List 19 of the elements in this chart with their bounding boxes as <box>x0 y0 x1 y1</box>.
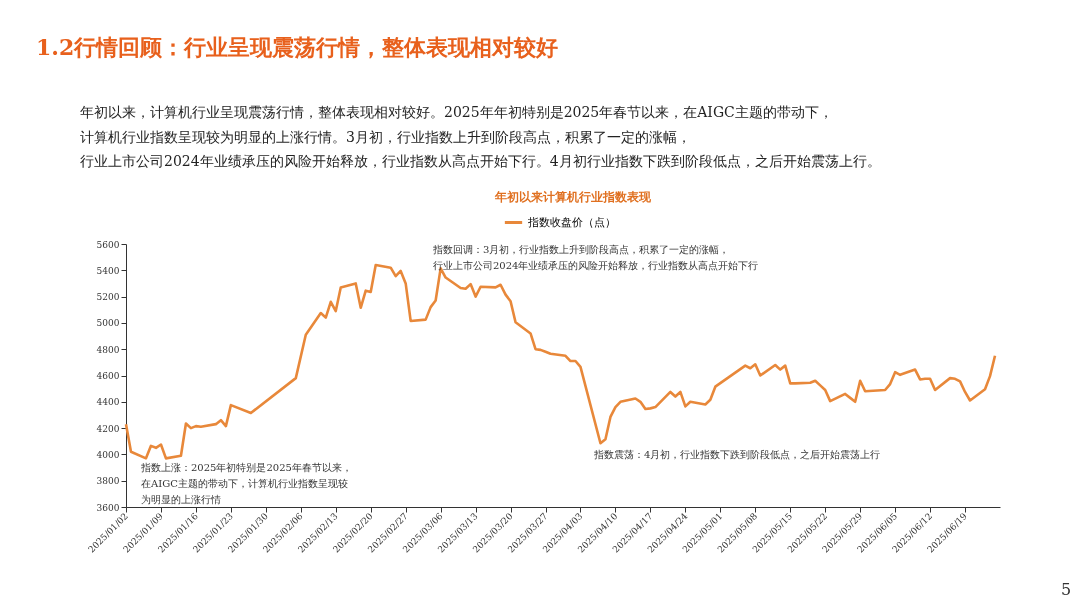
annotation: 指数回调：3月初，行业指数上升到阶段高点，积累了一定的涨幅，行业上市公司2024年业绩承压的风险开始释放，行业指数从高点开始下行 <box>432 244 759 271</box>
annotation: 指数震荡：4月初，行业指数下跌到阶段低点，之后开始震荡上行 <box>593 449 881 460</box>
text: 5 <box>1061 580 1072 599</box>
y-tick-label: 5000 <box>96 318 120 329</box>
y-tick-label: 3600 <box>96 502 120 513</box>
legend-label: 指数收盘价（点） <box>527 215 616 229</box>
y-tick-label: 4400 <box>96 397 120 408</box>
y-tick-label: 5200 <box>96 292 120 303</box>
y-tick-label: 5400 <box>96 265 120 276</box>
y-tick-label: 5600 <box>96 239 120 250</box>
y-tick-label: 4800 <box>96 344 120 355</box>
chart-subtitle: 年初以来，计算机行业呈现震荡行情，整体表现相对较好。2025年年初特别是2025年春节以来，在AIGC主题的带动下，计算机行业指数呈现较为明显的上涨行情。3月初，行业指数上升到阶段高点，积累了一定的涨幅，行业上市公司2024年业绩承压的风险开始释放，行业指数从高点开始下行。4月初行业指数下跌到阶段低点，之后开始震荡上行。 <box>80 104 881 169</box>
y-tick-label: 4000 <box>96 449 120 460</box>
text: 1.2行情回顾：行业呈现震荡行情，整体表现相对较好 <box>36 34 559 60</box>
y-tick-label: 4200 <box>96 423 120 434</box>
chart-title: 年初以来计算机行业指数表现 <box>494 190 652 204</box>
y-tick-label: 4600 <box>96 371 120 381</box>
y-tick-label: 3800 <box>96 476 120 487</box>
annotation: 指数上涨：2025年初特别是2025年春节以来，在AIGC主题的带动下，计算机行业指数呈现较为明显的上涨行情 <box>140 462 352 505</box>
